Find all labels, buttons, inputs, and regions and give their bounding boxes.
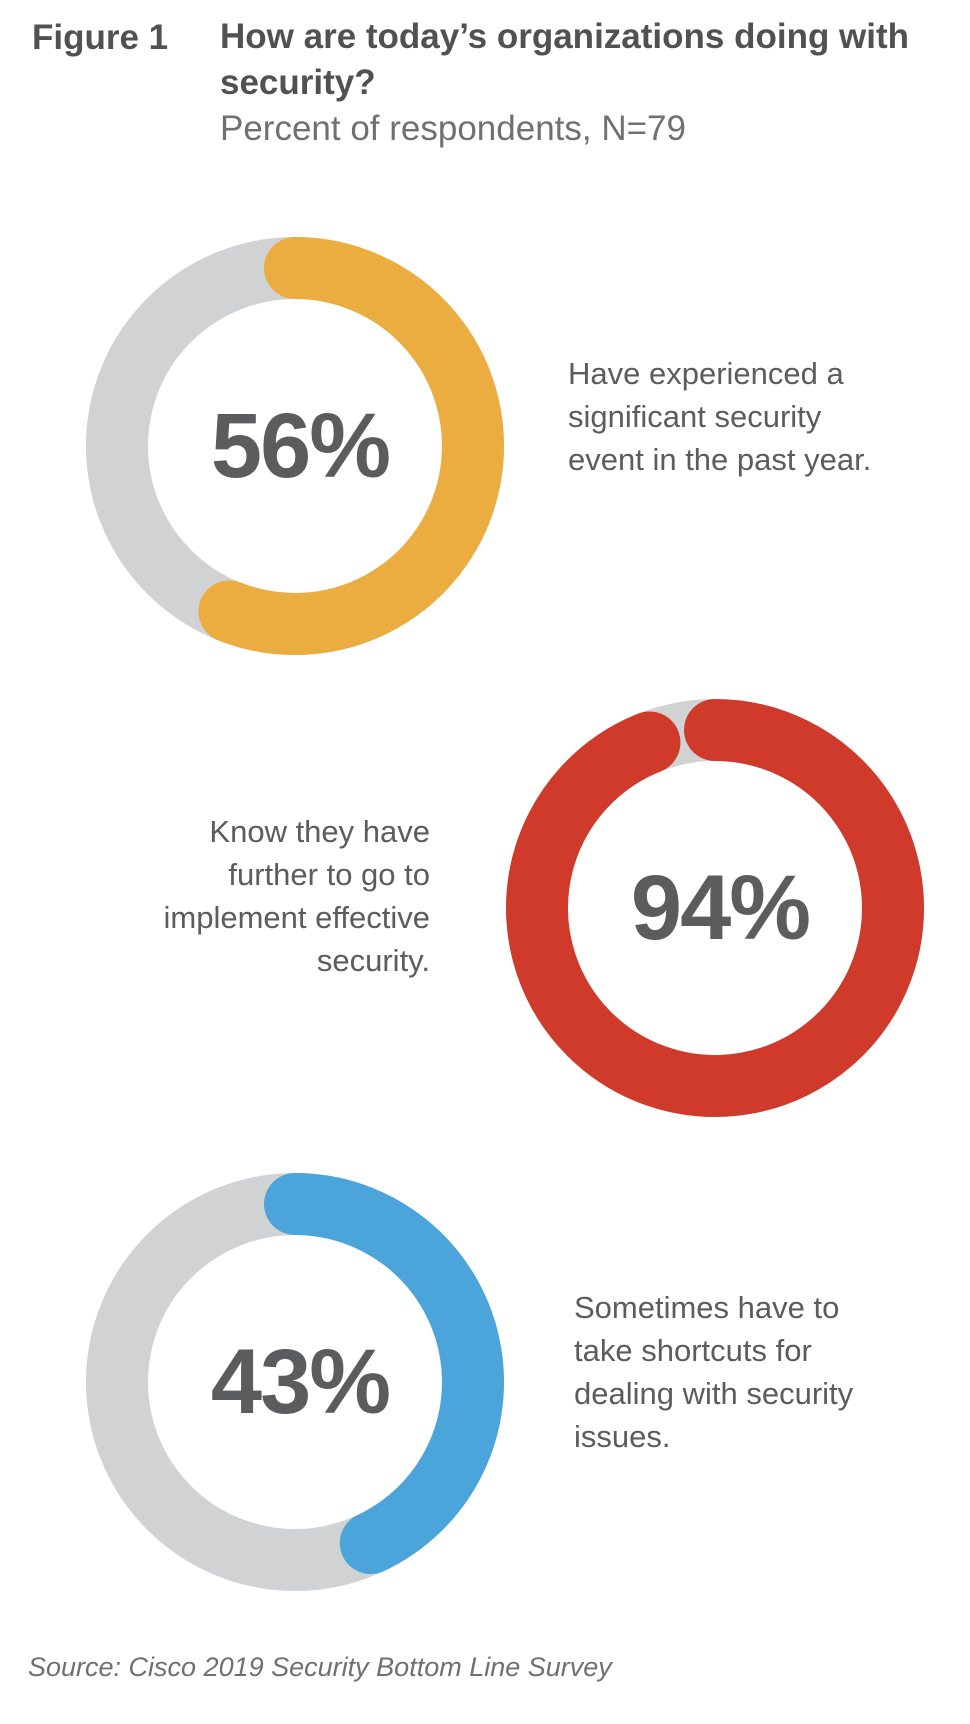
donut-chart-3: 43%	[86, 1173, 504, 1591]
donut-value-arc	[264, 1173, 504, 1575]
figure-subtitle: Percent of respondents, N=79	[220, 109, 686, 148]
figure-source: Source: Cisco 2019 Security Bottom Line …	[28, 1652, 612, 1682]
donut-description-1: Have experienced a significant security …	[568, 356, 872, 477]
donut-percent-label: 56%	[211, 395, 389, 497]
donut-value-arc	[506, 699, 924, 1117]
donut-description-2: Know they have further to go to implemen…	[163, 814, 431, 978]
donut-chart-1: 56%	[86, 237, 504, 655]
figure-title: How are today’s organizations doing with…	[220, 17, 910, 102]
donut-value-arc	[198, 237, 504, 655]
figure-label: Figure 1	[32, 18, 169, 57]
donut-percent-label: 43%	[211, 1331, 389, 1433]
donut-description-3: Sometimes have to take shortcuts for dea…	[574, 1290, 854, 1454]
donut-chart-2: 94%	[506, 699, 924, 1117]
donut-percent-label: 94%	[631, 857, 809, 959]
